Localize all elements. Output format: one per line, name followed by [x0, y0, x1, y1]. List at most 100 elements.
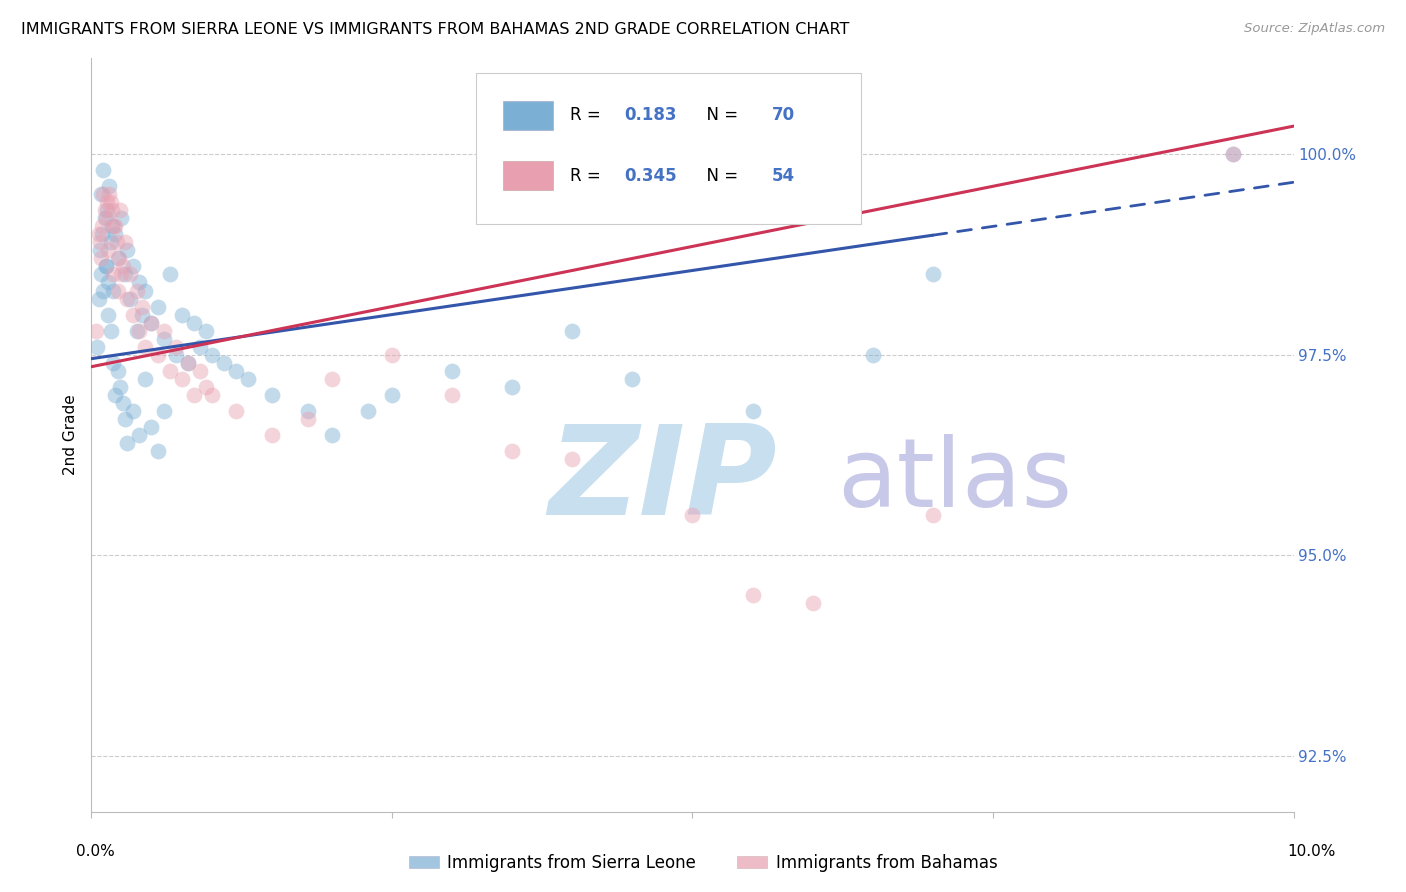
- Point: [97, 244, 120, 258]
- Point: [741, 404, 763, 418]
- Point: [134, 340, 156, 354]
- Text: R =: R =: [569, 106, 606, 124]
- Point: [201, 348, 224, 362]
- Point: [104, 219, 127, 234]
- Point: [201, 388, 224, 402]
- Point: [108, 252, 131, 266]
- Point: [862, 348, 884, 362]
- Point: [107, 364, 129, 378]
- Point: [94, 260, 117, 274]
- Y-axis label: 2nd Grade: 2nd Grade: [63, 394, 79, 475]
- Point: [111, 260, 134, 274]
- Point: [90, 268, 112, 282]
- Point: [170, 308, 193, 322]
- Point: [212, 356, 235, 370]
- Text: N =: N =: [696, 167, 744, 185]
- Point: [441, 364, 464, 378]
- Point: [188, 364, 211, 378]
- Point: [297, 412, 319, 426]
- Point: [98, 187, 121, 202]
- Point: [96, 203, 118, 218]
- Point: [621, 372, 644, 386]
- Point: [146, 300, 169, 314]
- Point: [159, 364, 181, 378]
- Point: [194, 380, 217, 394]
- Point: [801, 596, 824, 610]
- Point: [97, 308, 120, 322]
- Point: [134, 372, 156, 386]
- Point: [152, 404, 174, 418]
- Point: [125, 324, 148, 338]
- Point: [128, 324, 150, 338]
- Point: [922, 508, 945, 522]
- Point: [93, 211, 115, 226]
- Point: [90, 252, 112, 266]
- Point: [165, 340, 187, 354]
- Point: [101, 268, 124, 282]
- Point: [117, 435, 139, 450]
- Point: [131, 300, 153, 314]
- Point: [152, 324, 174, 338]
- Point: [107, 284, 129, 298]
- Point: [104, 388, 127, 402]
- Point: [101, 284, 124, 298]
- Point: [141, 420, 163, 434]
- Point: [260, 388, 283, 402]
- Point: [101, 203, 124, 218]
- Point: [146, 443, 169, 458]
- Point: [357, 404, 380, 418]
- Point: [922, 268, 945, 282]
- Point: [90, 187, 112, 202]
- Point: [100, 324, 122, 338]
- Point: [183, 316, 205, 330]
- Point: [297, 404, 319, 418]
- Point: [101, 356, 124, 370]
- Text: 54: 54: [772, 167, 794, 185]
- Text: Source: ZipAtlas.com: Source: ZipAtlas.com: [1244, 22, 1385, 36]
- Point: [165, 348, 187, 362]
- Point: [118, 268, 141, 282]
- Point: [194, 324, 217, 338]
- Point: [93, 187, 115, 202]
- Point: [105, 235, 128, 250]
- Point: [236, 372, 259, 386]
- Point: [96, 195, 118, 210]
- Point: [1222, 147, 1244, 161]
- Point: [94, 211, 117, 226]
- Text: 0.0%: 0.0%: [76, 845, 115, 859]
- Text: R =: R =: [569, 167, 606, 185]
- Point: [91, 227, 114, 242]
- FancyBboxPatch shape: [502, 101, 553, 129]
- Point: [93, 203, 115, 218]
- Point: [125, 284, 148, 298]
- Point: [122, 308, 145, 322]
- Point: [101, 219, 124, 234]
- Point: [501, 380, 523, 394]
- Point: [122, 260, 145, 274]
- Legend: Immigrants from Sierra Leone, Immigrants from Bahamas: Immigrants from Sierra Leone, Immigrants…: [402, 847, 1004, 879]
- Point: [91, 219, 114, 234]
- Point: [110, 268, 132, 282]
- Point: [110, 203, 132, 218]
- FancyBboxPatch shape: [502, 161, 553, 190]
- Point: [146, 348, 169, 362]
- Text: atlas: atlas: [837, 434, 1071, 526]
- Point: [128, 276, 150, 290]
- Point: [188, 340, 211, 354]
- Point: [134, 284, 156, 298]
- Text: 0.183: 0.183: [624, 106, 676, 124]
- Point: [117, 292, 139, 306]
- Point: [381, 348, 404, 362]
- Point: [176, 356, 198, 370]
- Point: [111, 396, 134, 410]
- Point: [89, 235, 111, 250]
- Point: [183, 388, 205, 402]
- Point: [128, 427, 150, 442]
- Point: [152, 332, 174, 346]
- Point: [110, 380, 132, 394]
- Point: [561, 451, 583, 466]
- Point: [93, 284, 115, 298]
- Point: [225, 364, 247, 378]
- Text: N =: N =: [696, 106, 744, 124]
- Point: [501, 443, 523, 458]
